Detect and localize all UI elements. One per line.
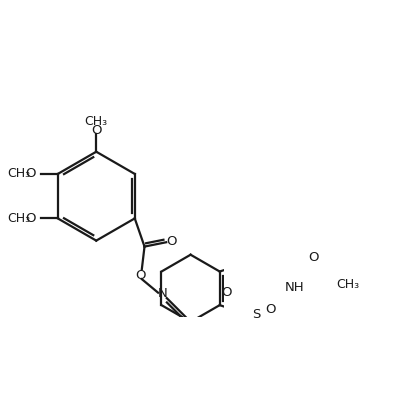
Text: O: O: [221, 285, 231, 299]
Text: N: N: [157, 287, 167, 300]
Text: O: O: [91, 123, 102, 137]
Text: CH₃: CH₃: [7, 212, 30, 225]
Text: CH₃: CH₃: [85, 115, 108, 128]
Text: O: O: [25, 212, 36, 225]
Text: O: O: [166, 235, 177, 248]
Text: O: O: [266, 304, 276, 316]
Text: S: S: [252, 308, 260, 321]
Text: CH₃: CH₃: [336, 278, 359, 291]
Text: NH: NH: [284, 281, 304, 294]
Text: O: O: [136, 269, 146, 282]
Text: O: O: [25, 167, 36, 180]
Text: CH₃: CH₃: [7, 167, 30, 180]
Text: O: O: [308, 252, 319, 264]
